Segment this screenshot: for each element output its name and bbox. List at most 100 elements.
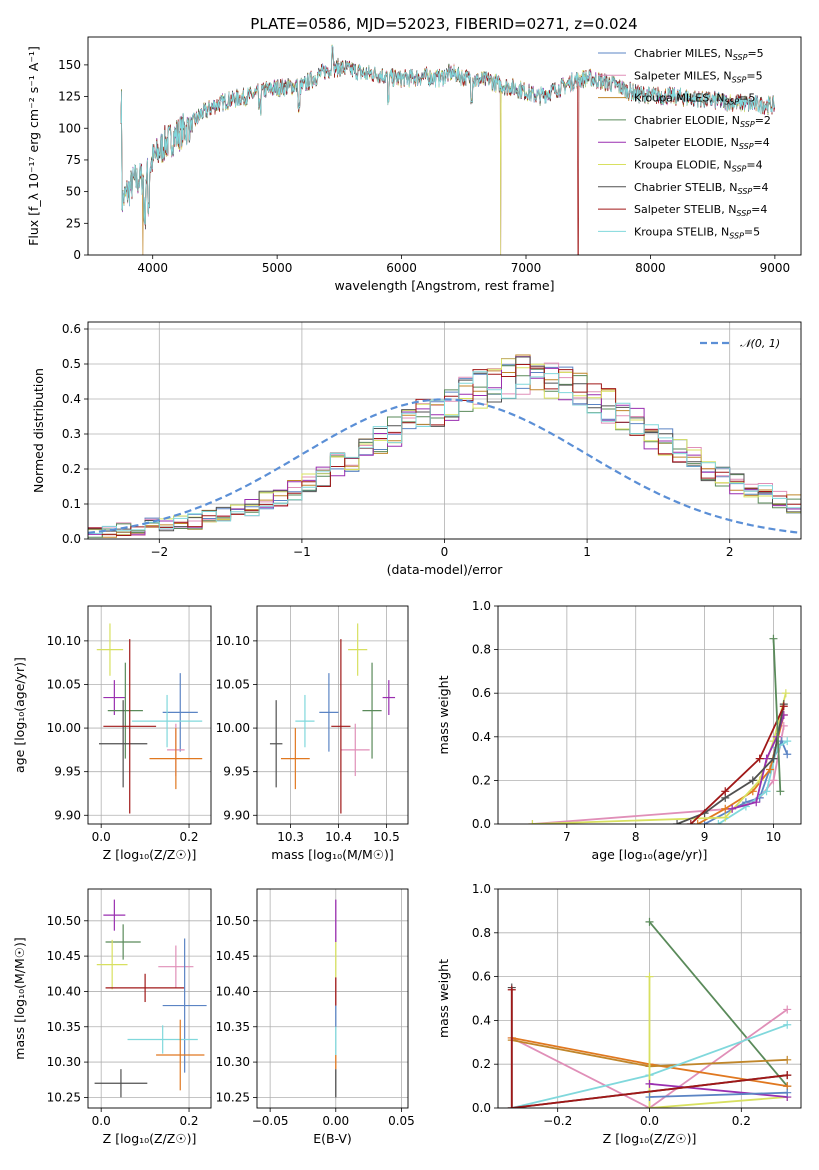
legend-label-main: Chabrier MILES, N: [634, 47, 733, 60]
weight-marker: [752, 798, 761, 807]
y-tick-label: 0.8: [472, 643, 491, 657]
weight-marker: [686, 820, 695, 824]
legend-label-sub: SSP: [736, 209, 751, 218]
axes-frame: [87, 36, 802, 256]
y-tick-label: 0.0: [472, 1101, 491, 1115]
y-tick-label: 0.6: [472, 686, 491, 700]
weight-marker: [781, 689, 790, 698]
weight-marker: [769, 776, 778, 785]
y-tick-label: 10.10: [216, 634, 250, 648]
legend-label-sub: SSP: [740, 120, 755, 129]
x-axis-label: Z [log₁₀(Z/Z☉)]: [103, 1131, 197, 1146]
y-tick-label: 0.2: [472, 1057, 491, 1071]
y-tick-label: 0.6: [472, 970, 491, 984]
weight-line: [648, 976, 788, 1108]
y-tick-label: 0.2: [62, 462, 81, 476]
histogram-step: [88, 362, 801, 536]
legend-label-tail: =5: [747, 47, 763, 60]
legend-label: Chabrier MILES, NSSP=5: [634, 47, 764, 62]
x-tick-label: 8: [632, 830, 640, 844]
spectrum-line: [120, 44, 775, 225]
legend-label: Kroupa STELIB, NSSP=5: [634, 225, 760, 240]
x-tick-label: −1: [293, 545, 311, 559]
x-axis-label: Z [log₁₀(Z/Z☉)]: [103, 847, 197, 862]
legend-label-tail: =5: [746, 69, 762, 82]
y-tick-label: 0.4: [62, 392, 81, 406]
legend-label-main: Salpeter MILES, N: [634, 69, 732, 82]
y-tick-label: 10.50: [216, 914, 250, 928]
y-tick-label: 10.35: [47, 1020, 81, 1034]
y-tick-label: 10.50: [47, 914, 81, 928]
y-tick-label: 10.30: [47, 1055, 81, 1069]
age-vs-Z-panel: 0.0 0.2 9.90 9.95 10.00 10.05 10.10 Z [log₁₀(Z/…: [12, 605, 212, 862]
y-tick-label: 0.6: [62, 322, 81, 336]
y-tick-label: 10.25: [47, 1090, 81, 1104]
axes-frame: [87, 605, 212, 825]
weight-marker: [507, 985, 516, 994]
y-tick-label: 10.05: [216, 677, 250, 691]
errorbars: [269, 623, 396, 814]
histograms: [88, 354, 801, 538]
x-tick-label: −0.05: [252, 1114, 289, 1128]
y-axis-label: mass weight: [436, 959, 451, 1038]
legend-label-sub: SSP: [724, 98, 739, 107]
y-tick-label: 10.00: [216, 721, 250, 735]
axes-frame: [256, 888, 409, 1109]
x-tick-label: 0.2: [732, 1114, 751, 1128]
spectrum-lines: [120, 44, 775, 255]
y-tick-label: 10.25: [216, 1090, 250, 1104]
y-tick-label: 0: [73, 248, 81, 262]
weight-marker: [645, 1093, 654, 1102]
weight-marker: [783, 750, 792, 759]
y-tick-label: 10.10: [47, 634, 81, 648]
legend-label-main: Salpeter ELODIE, N: [634, 136, 739, 149]
weight-marker: [755, 754, 764, 763]
y-tick-label: 10.05: [47, 677, 81, 691]
weight-marker: [645, 972, 654, 981]
x-axis-label: wavelength [Angstrom, rest frame]: [334, 278, 554, 293]
y-tick-label: 9.90: [223, 808, 250, 822]
legend-label-tail: =4: [752, 181, 768, 194]
weight-marker: [776, 787, 785, 796]
y-tick-label: 1.0: [472, 599, 491, 613]
x-tick-label: 10.3: [277, 830, 304, 844]
y-tick-label: 50: [66, 185, 81, 199]
weight-marker: [783, 737, 792, 746]
x-tick-label: 0: [441, 545, 449, 559]
weight-line: [510, 989, 788, 1108]
weight-line: [649, 1091, 788, 1098]
weight-marker: [762, 754, 771, 763]
x-tick-label: 0.0: [92, 830, 111, 844]
weight-marker: [769, 634, 778, 643]
weight-marker: [645, 1104, 654, 1108]
y-tick-label: 75: [66, 153, 81, 167]
legend-label-sub: SSP: [733, 53, 748, 62]
x-tick-label: 1: [583, 545, 591, 559]
x-tick-label: 4000: [137, 261, 168, 275]
x-tick-label: 2: [726, 545, 734, 559]
weight-marker: [783, 1020, 792, 1029]
age-vs-mass-panel: 10.3 10.4 10.5 9.90 9.95 10.00 10.05 10.10 mass …: [216, 605, 409, 862]
weight-marker: [769, 754, 778, 763]
weight-marker: [783, 1055, 792, 1064]
legend-label-main: Salpeter STELIB, N: [634, 203, 736, 216]
x-axis-label: age [log₁₀(age/yr)]: [592, 847, 708, 862]
y-tick-label: 0.2: [472, 773, 491, 787]
legend-label: Salpeter ELODIE, NSSP=4: [634, 136, 770, 151]
x-tick-label: 7: [563, 830, 571, 844]
legend-label: Salpeter STELIB, NSSP=4: [634, 203, 767, 218]
weight-marker: [673, 820, 682, 824]
x-tick-label: 0.0: [640, 1114, 659, 1128]
errorbars: [96, 623, 203, 814]
y-tick-label: 10.30: [216, 1055, 250, 1069]
y-tick-label: 0.4: [472, 1013, 491, 1027]
weight-marker: [762, 787, 771, 796]
axes-frame: [87, 321, 802, 540]
y-axis-label: Flux [f_λ 10⁻¹⁷ erg cm⁻² s⁻¹ A⁻¹]: [26, 46, 41, 246]
weight-marker: [783, 1005, 792, 1014]
x-tick-label: 10: [766, 830, 781, 844]
y-tick-label: 9.95: [54, 765, 81, 779]
x-axis-label: E(B-V): [313, 1131, 352, 1146]
y-tick-label: 1.0: [472, 882, 491, 896]
